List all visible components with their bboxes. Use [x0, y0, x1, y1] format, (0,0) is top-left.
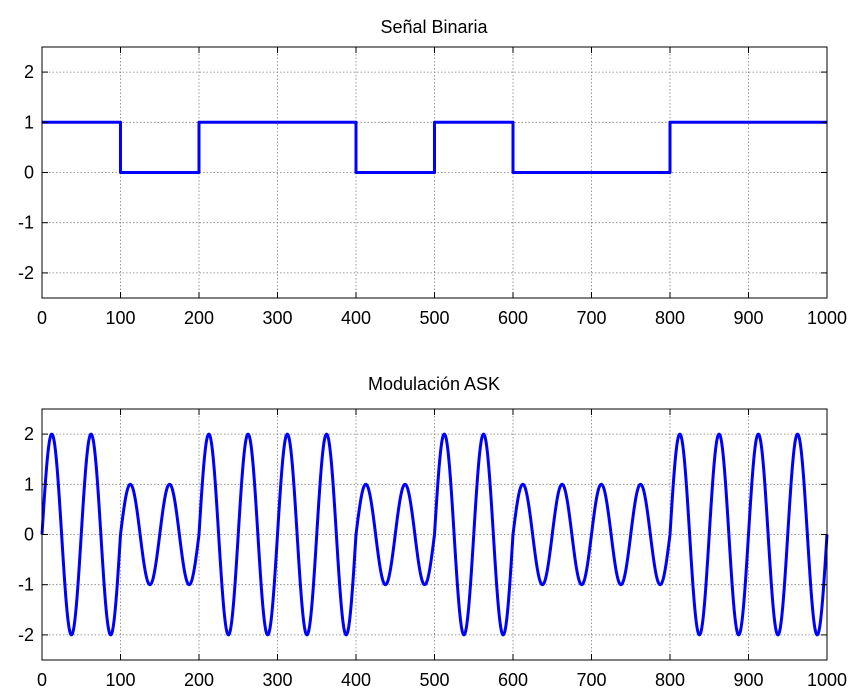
signal-line [40, 432, 829, 637]
x-tick-label: 400 [341, 670, 371, 690]
x-tick-label: 1000 [807, 308, 847, 328]
y-tick-label: 0 [24, 525, 34, 545]
x-tick-label: 700 [576, 308, 606, 328]
x-tick-label: 600 [498, 308, 528, 328]
binary-signal-plot: Señal Binaria 0 100 200 300 400 500 600 700 800 9… [18, 17, 847, 328]
y-tick-label: 1 [24, 474, 34, 494]
x-tick-label: 1000 [807, 670, 847, 690]
y-tick-label: 1 [24, 112, 34, 132]
x-tick-label: 400 [341, 308, 371, 328]
binary-signal-title: Señal Binaria [380, 17, 488, 37]
x-tick-label: 200 [184, 308, 214, 328]
x-tick-label: 500 [419, 670, 449, 690]
x-tick-label: 800 [655, 308, 685, 328]
x-tick-label: 100 [105, 308, 135, 328]
y-tick-label: -2 [18, 263, 34, 283]
x-tick-label: 800 [655, 670, 685, 690]
x-tick-label: 500 [419, 308, 449, 328]
x-tick-label: 300 [262, 670, 292, 690]
y-tick-label: 2 [24, 424, 34, 444]
signal-line [42, 120, 827, 174]
y-tick-label: -2 [18, 625, 34, 645]
ask-modulation-plot: Modulación ASK 0 100 200 300 400 500 600 700 800… [18, 374, 847, 690]
x-tick-label: 900 [733, 308, 763, 328]
y-tick-label: 2 [24, 62, 34, 82]
ask-modulation-title: Modulación ASK [368, 374, 500, 394]
x-tick-label: 0 [37, 308, 47, 328]
x-tick-label: 700 [576, 670, 606, 690]
x-tick-label: 900 [733, 670, 763, 690]
y-tick-label: -1 [18, 575, 34, 595]
x-tick-label: 200 [184, 670, 214, 690]
x-tick-label: 600 [498, 670, 528, 690]
x-tick-label: 300 [262, 308, 292, 328]
y-tick-label: -1 [18, 213, 34, 233]
x-tick-label: 0 [37, 670, 47, 690]
x-tick-label: 100 [105, 670, 135, 690]
y-tick-label: 0 [24, 163, 34, 183]
